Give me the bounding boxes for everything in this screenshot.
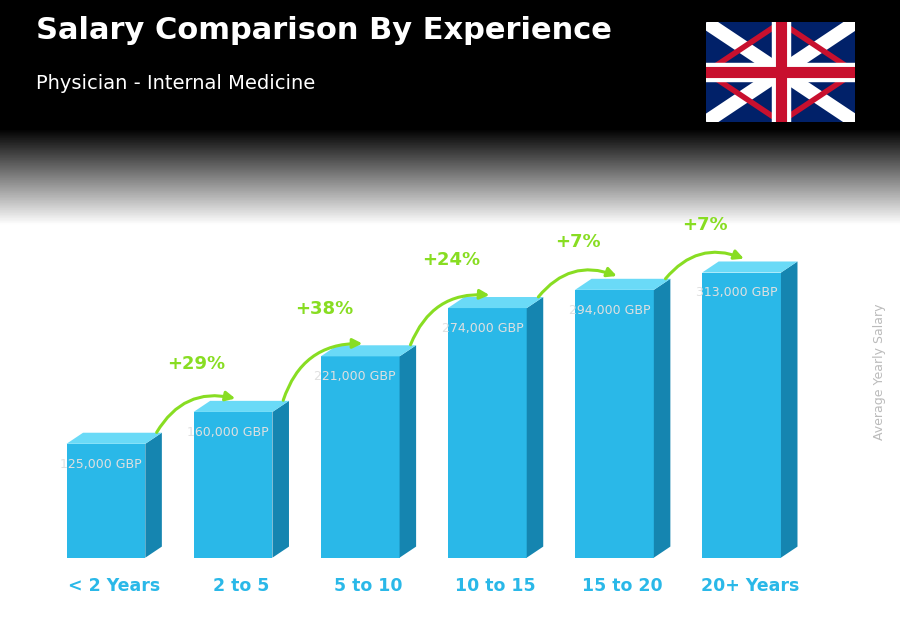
Text: 160,000 GBP: 160,000 GBP	[187, 426, 269, 439]
Text: Salary Comparison By Experience: Salary Comparison By Experience	[36, 16, 612, 45]
Text: 125,000 GBP: 125,000 GBP	[60, 458, 142, 470]
Text: salary: salary	[371, 615, 423, 629]
Polygon shape	[400, 345, 416, 558]
Polygon shape	[67, 444, 145, 558]
Polygon shape	[320, 356, 400, 558]
Polygon shape	[145, 433, 162, 558]
Text: Average Yearly Salary: Average Yearly Salary	[874, 304, 886, 440]
Polygon shape	[781, 262, 797, 558]
Text: 5 to 10: 5 to 10	[334, 577, 402, 595]
Polygon shape	[653, 279, 670, 558]
Polygon shape	[194, 401, 289, 412]
Text: Physician - Internal Medicine: Physician - Internal Medicine	[36, 74, 315, 93]
Polygon shape	[194, 412, 273, 558]
Text: 20+ Years: 20+ Years	[700, 577, 799, 595]
Polygon shape	[67, 433, 162, 444]
Text: +24%: +24%	[422, 251, 480, 269]
Text: 15 to 20: 15 to 20	[582, 577, 663, 595]
Text: +29%: +29%	[167, 355, 226, 373]
Text: 221,000 GBP: 221,000 GBP	[314, 370, 396, 383]
Polygon shape	[448, 308, 526, 558]
Polygon shape	[702, 272, 781, 558]
Text: 274,000 GBP: 274,000 GBP	[442, 322, 523, 335]
Text: +38%: +38%	[294, 299, 353, 317]
Polygon shape	[320, 345, 416, 356]
Text: < 2 Years: < 2 Years	[68, 577, 160, 595]
Polygon shape	[702, 262, 797, 272]
Text: +7%: +7%	[555, 233, 601, 251]
Polygon shape	[575, 279, 670, 290]
Text: 10 to 15: 10 to 15	[455, 577, 536, 595]
Polygon shape	[526, 297, 544, 558]
Text: explorer.com: explorer.com	[432, 615, 532, 629]
Polygon shape	[575, 290, 653, 558]
Text: 313,000 GBP: 313,000 GBP	[696, 287, 778, 299]
Text: 294,000 GBP: 294,000 GBP	[569, 304, 650, 317]
Polygon shape	[448, 297, 544, 308]
Text: 2 to 5: 2 to 5	[213, 577, 269, 595]
Polygon shape	[273, 401, 289, 558]
Text: +7%: +7%	[682, 216, 728, 234]
